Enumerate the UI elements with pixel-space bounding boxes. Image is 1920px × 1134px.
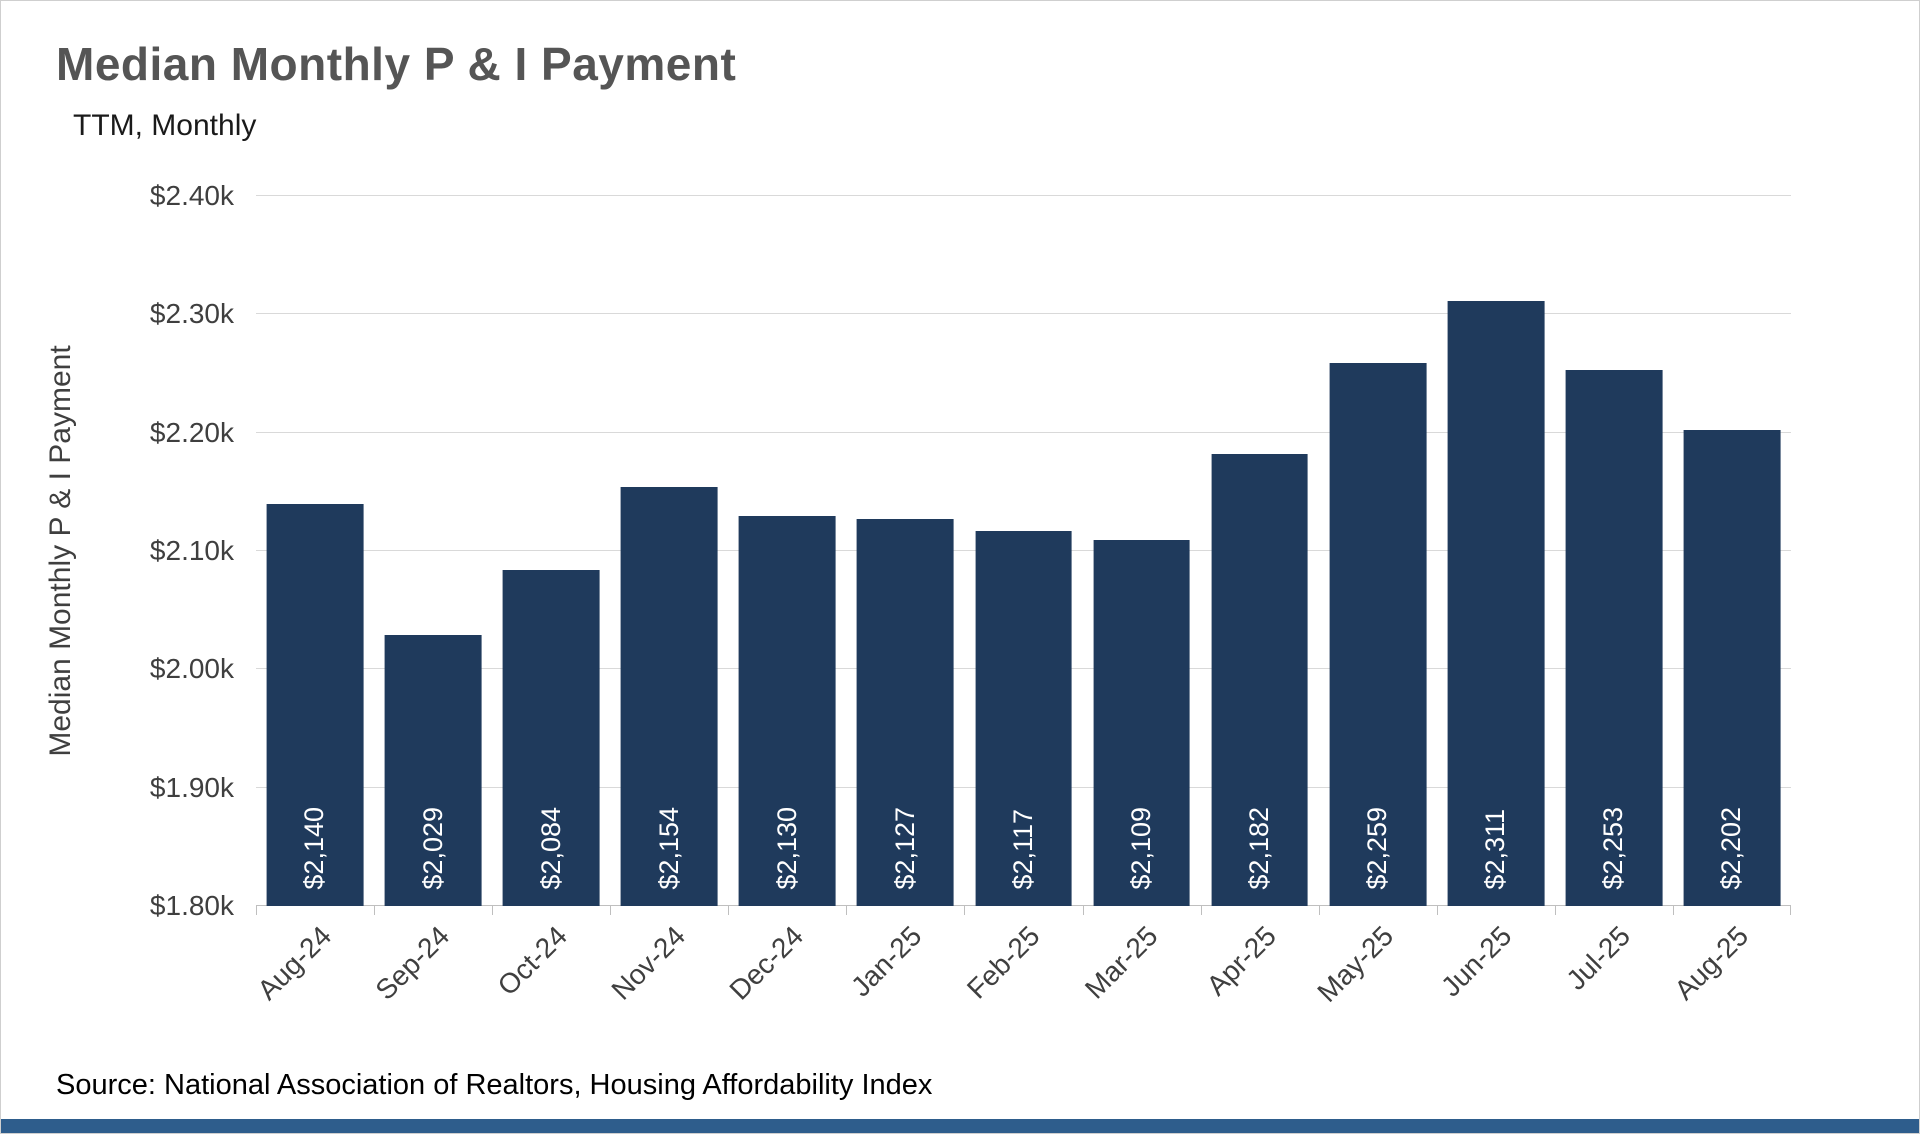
x-axis-tick — [1318, 906, 1320, 915]
bar-nov-24[interactable]: $2,154 — [620, 487, 718, 906]
x-axis-tick — [1554, 906, 1556, 915]
source-note: Source: National Association of Realtors… — [56, 1069, 933, 1101]
chart-subtitle: TTM, Monthly — [73, 109, 257, 142]
gridline — [256, 195, 1791, 196]
bar-value-label: $2,202 — [1716, 807, 1747, 890]
bar-value-label: $2,140 — [299, 807, 330, 890]
bar-value-label: $2,084 — [535, 807, 566, 890]
x-axis-tick — [1436, 906, 1438, 915]
bar-slot: $2,259 May-25 — [1312, 196, 1437, 1008]
bar-mar-25[interactable]: $2,109 — [1093, 540, 1190, 906]
bar-slot: $2,130 Dec-24 — [724, 196, 846, 1006]
x-axis-tick — [728, 906, 730, 915]
bar-value-label: $2,109 — [1126, 807, 1157, 890]
bar-value-label: $2,127 — [889, 807, 920, 890]
x-axis-tick — [492, 906, 494, 915]
y-tick-label: $1.80k — [149, 890, 234, 921]
bar-feb-25[interactable]: $2,117 — [975, 530, 1072, 906]
y-tick-label: $1.90k — [149, 771, 234, 803]
x-tick-label: Sep-24 — [369, 920, 456, 1006]
x-axis-tick — [1790, 906, 1792, 915]
bar-slot: $2,084 Oct-24 — [492, 196, 610, 1001]
x-tick-label: Oct-24 — [491, 920, 574, 1002]
x-axis-tick — [1200, 906, 1202, 915]
x-tick-label: Jun-25 — [1435, 920, 1518, 1003]
bar-value-label: $2,259 — [1362, 807, 1393, 890]
bar-oct-24[interactable]: $2,084 — [502, 569, 600, 906]
bar-slot: $2,154 Nov-24 — [605, 196, 728, 1006]
bar-jan-25[interactable]: $2,127 — [857, 519, 954, 906]
x-axis-tick — [256, 906, 257, 915]
x-tick-label: Jan-25 — [844, 920, 928, 1003]
y-tick-label: $2.00k — [149, 653, 234, 685]
bar-slot: $2,109 Mar-25 — [1079, 196, 1201, 1005]
gridline — [256, 313, 1791, 315]
bar-aug-25[interactable]: $2,202 — [1683, 430, 1781, 906]
x-tick-label: Feb-25 — [960, 920, 1046, 1005]
x-axis-tick — [610, 906, 612, 915]
bar-value-label: $2,311 — [1480, 809, 1511, 890]
bar-value-label: $2,117 — [1008, 809, 1038, 890]
y-tick-label: $2.40k — [149, 180, 234, 211]
bar-slot: $2,253 Jul-25 — [1554, 196, 1673, 996]
bar-value-label: $2,154 — [653, 807, 684, 890]
bar-dec-24[interactable]: $2,130 — [738, 515, 836, 906]
bar-slot: $2,202 Aug-25 — [1668, 196, 1792, 1006]
x-tick-label: Mar-25 — [1078, 920, 1164, 1005]
footer-stripe — [1, 1119, 1919, 1133]
bar-slot: $2,127 Jan-25 — [845, 196, 964, 1002]
bar-value-label: $2,253 — [1598, 807, 1629, 890]
bar-value-label: $2,182 — [1244, 807, 1275, 890]
x-tick-label: Jul-25 — [1559, 920, 1636, 996]
bar-apr-25[interactable]: $2,182 — [1211, 453, 1309, 906]
x-tick-label: Dec-24 — [723, 920, 810, 1006]
gridline — [256, 431, 1791, 433]
x-axis-tick — [374, 906, 376, 915]
x-axis-tick — [1672, 906, 1674, 915]
bar-jun-25[interactable]: $2,311 — [1447, 301, 1545, 906]
bar-value-label: $2,029 — [417, 807, 448, 890]
bar-slot: $2,117 Feb-25 — [961, 196, 1082, 1005]
bar-sep-24[interactable]: $2,029 — [384, 635, 482, 906]
x-tick-label: Aug-24 — [251, 920, 337, 1006]
x-tick-label: Aug-25 — [1668, 920, 1754, 1006]
x-tick-label: Nov-24 — [605, 920, 692, 1006]
bar-value-label: $2,130 — [771, 807, 802, 890]
x-axis-tick — [846, 906, 848, 915]
bar-slot: $2,029 Sep-24 — [369, 196, 492, 1006]
x-axis-tick — [964, 906, 966, 915]
bars-layer: $2,140 Aug-24 $2,029 Sep-24 $2,084 Oct-24 $2,1… — [251, 196, 1792, 1008]
x-tick-label: May-25 — [1311, 920, 1400, 1008]
bar-may-25[interactable]: $2,259 — [1329, 362, 1427, 906]
x-tick-label: Apr-25 — [1200, 920, 1282, 1002]
chart-title: Median Monthly P & I Payment — [56, 38, 737, 90]
bar-slot: $2,182 Apr-25 — [1200, 196, 1319, 1001]
plot-area: $2,140 Aug-24 $2,029 Sep-24 $2,084 Oct-24 $2,1… — [251, 195, 1792, 1008]
x-axis-tick — [1082, 906, 1084, 915]
bar-slot: $2,140 Aug-24 — [251, 196, 374, 1006]
bar-jul-25[interactable]: $2,253 — [1565, 369, 1663, 906]
bar-slot: $2,311 Jun-25 — [1435, 196, 1555, 1002]
y-axis-title: Median Monthly P & I Payment — [44, 345, 77, 757]
y-tick-label: $2.10k — [149, 535, 234, 566]
y-tick-label: $2.20k — [149, 416, 234, 448]
bar-aug-24[interactable]: $2,140 — [266, 503, 364, 906]
y-tick-label: $2.30k — [149, 298, 234, 330]
